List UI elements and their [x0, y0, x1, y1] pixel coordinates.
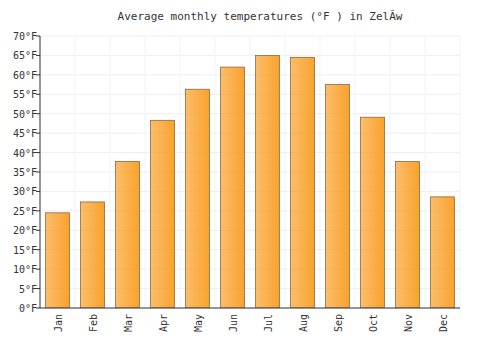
x-tick-label: Sep: [333, 314, 344, 332]
bar: [361, 117, 385, 308]
y-tick-label: 65°F: [13, 50, 37, 61]
x-tick-label: Mar: [123, 314, 134, 332]
x-tick-label: Aug: [298, 314, 309, 332]
grid-line-vertical: [145, 36, 146, 308]
grid-line: [40, 308, 460, 309]
grid-line-vertical: [40, 36, 41, 308]
y-tick-label: 55°F: [13, 89, 37, 100]
x-tick-label: Jan: [53, 314, 64, 332]
x-tick-label: Feb: [88, 314, 99, 332]
y-tick-label: 40°F: [13, 148, 37, 159]
grid-line-vertical: [460, 36, 461, 308]
y-tick-label: 30°F: [13, 186, 37, 197]
grid-line-vertical: [285, 36, 286, 308]
x-tick-label: Oct: [368, 314, 379, 332]
bar: [46, 213, 70, 308]
x-tick-label: May: [193, 314, 204, 332]
y-tick-label: 5°F: [19, 284, 37, 295]
x-tick-label: Dec: [438, 314, 449, 332]
bar: [81, 202, 105, 308]
grid-line-vertical: [425, 36, 426, 308]
x-tick-label: Apr: [158, 314, 169, 332]
bar: [396, 162, 420, 308]
y-tick-label: 0°F: [19, 303, 37, 314]
grid-line-vertical: [180, 36, 181, 308]
y-tick-label: 10°F: [13, 264, 37, 275]
y-tick-label: 60°F: [13, 70, 37, 81]
y-tick-label: 70°F: [13, 31, 37, 42]
grid-line-vertical: [390, 36, 391, 308]
title: Average monthly temperatures (°F ) in Ze…: [118, 10, 403, 23]
x-axis: [40, 308, 460, 309]
y-tick-label: 35°F: [13, 167, 37, 178]
bar: [326, 85, 350, 308]
y-tick-label: 20°F: [13, 225, 37, 236]
y-tick-label: 50°F: [13, 109, 37, 120]
x-tick-label: Jul: [263, 314, 274, 332]
grid-line-vertical: [250, 36, 251, 308]
bar: [186, 89, 210, 308]
grid-line-vertical: [75, 36, 76, 308]
y-tick-label: 25°F: [13, 206, 37, 217]
bars: [46, 55, 455, 308]
y-tick-label: 45°F: [13, 128, 37, 139]
grid-line-vertical: [320, 36, 321, 308]
y-axis: [40, 36, 41, 308]
chart-container: Average monthly temperatures (°F ) in Ze…: [0, 0, 500, 350]
bar: [221, 67, 245, 308]
bar: [256, 55, 280, 308]
grid-line-vertical: [215, 36, 216, 308]
grid-line-vertical: [355, 36, 356, 308]
x-tick-label: Jun: [228, 314, 239, 332]
y-tick-label: 15°F: [13, 245, 37, 256]
grid-line-vertical: [110, 36, 111, 308]
bar: [116, 162, 140, 308]
x-tick-label: Nov: [403, 314, 414, 332]
chart-svg: Average monthly temperatures (°F ) in Ze…: [0, 0, 500, 350]
bar: [151, 120, 175, 308]
bar: [291, 57, 315, 308]
bar: [431, 197, 455, 308]
